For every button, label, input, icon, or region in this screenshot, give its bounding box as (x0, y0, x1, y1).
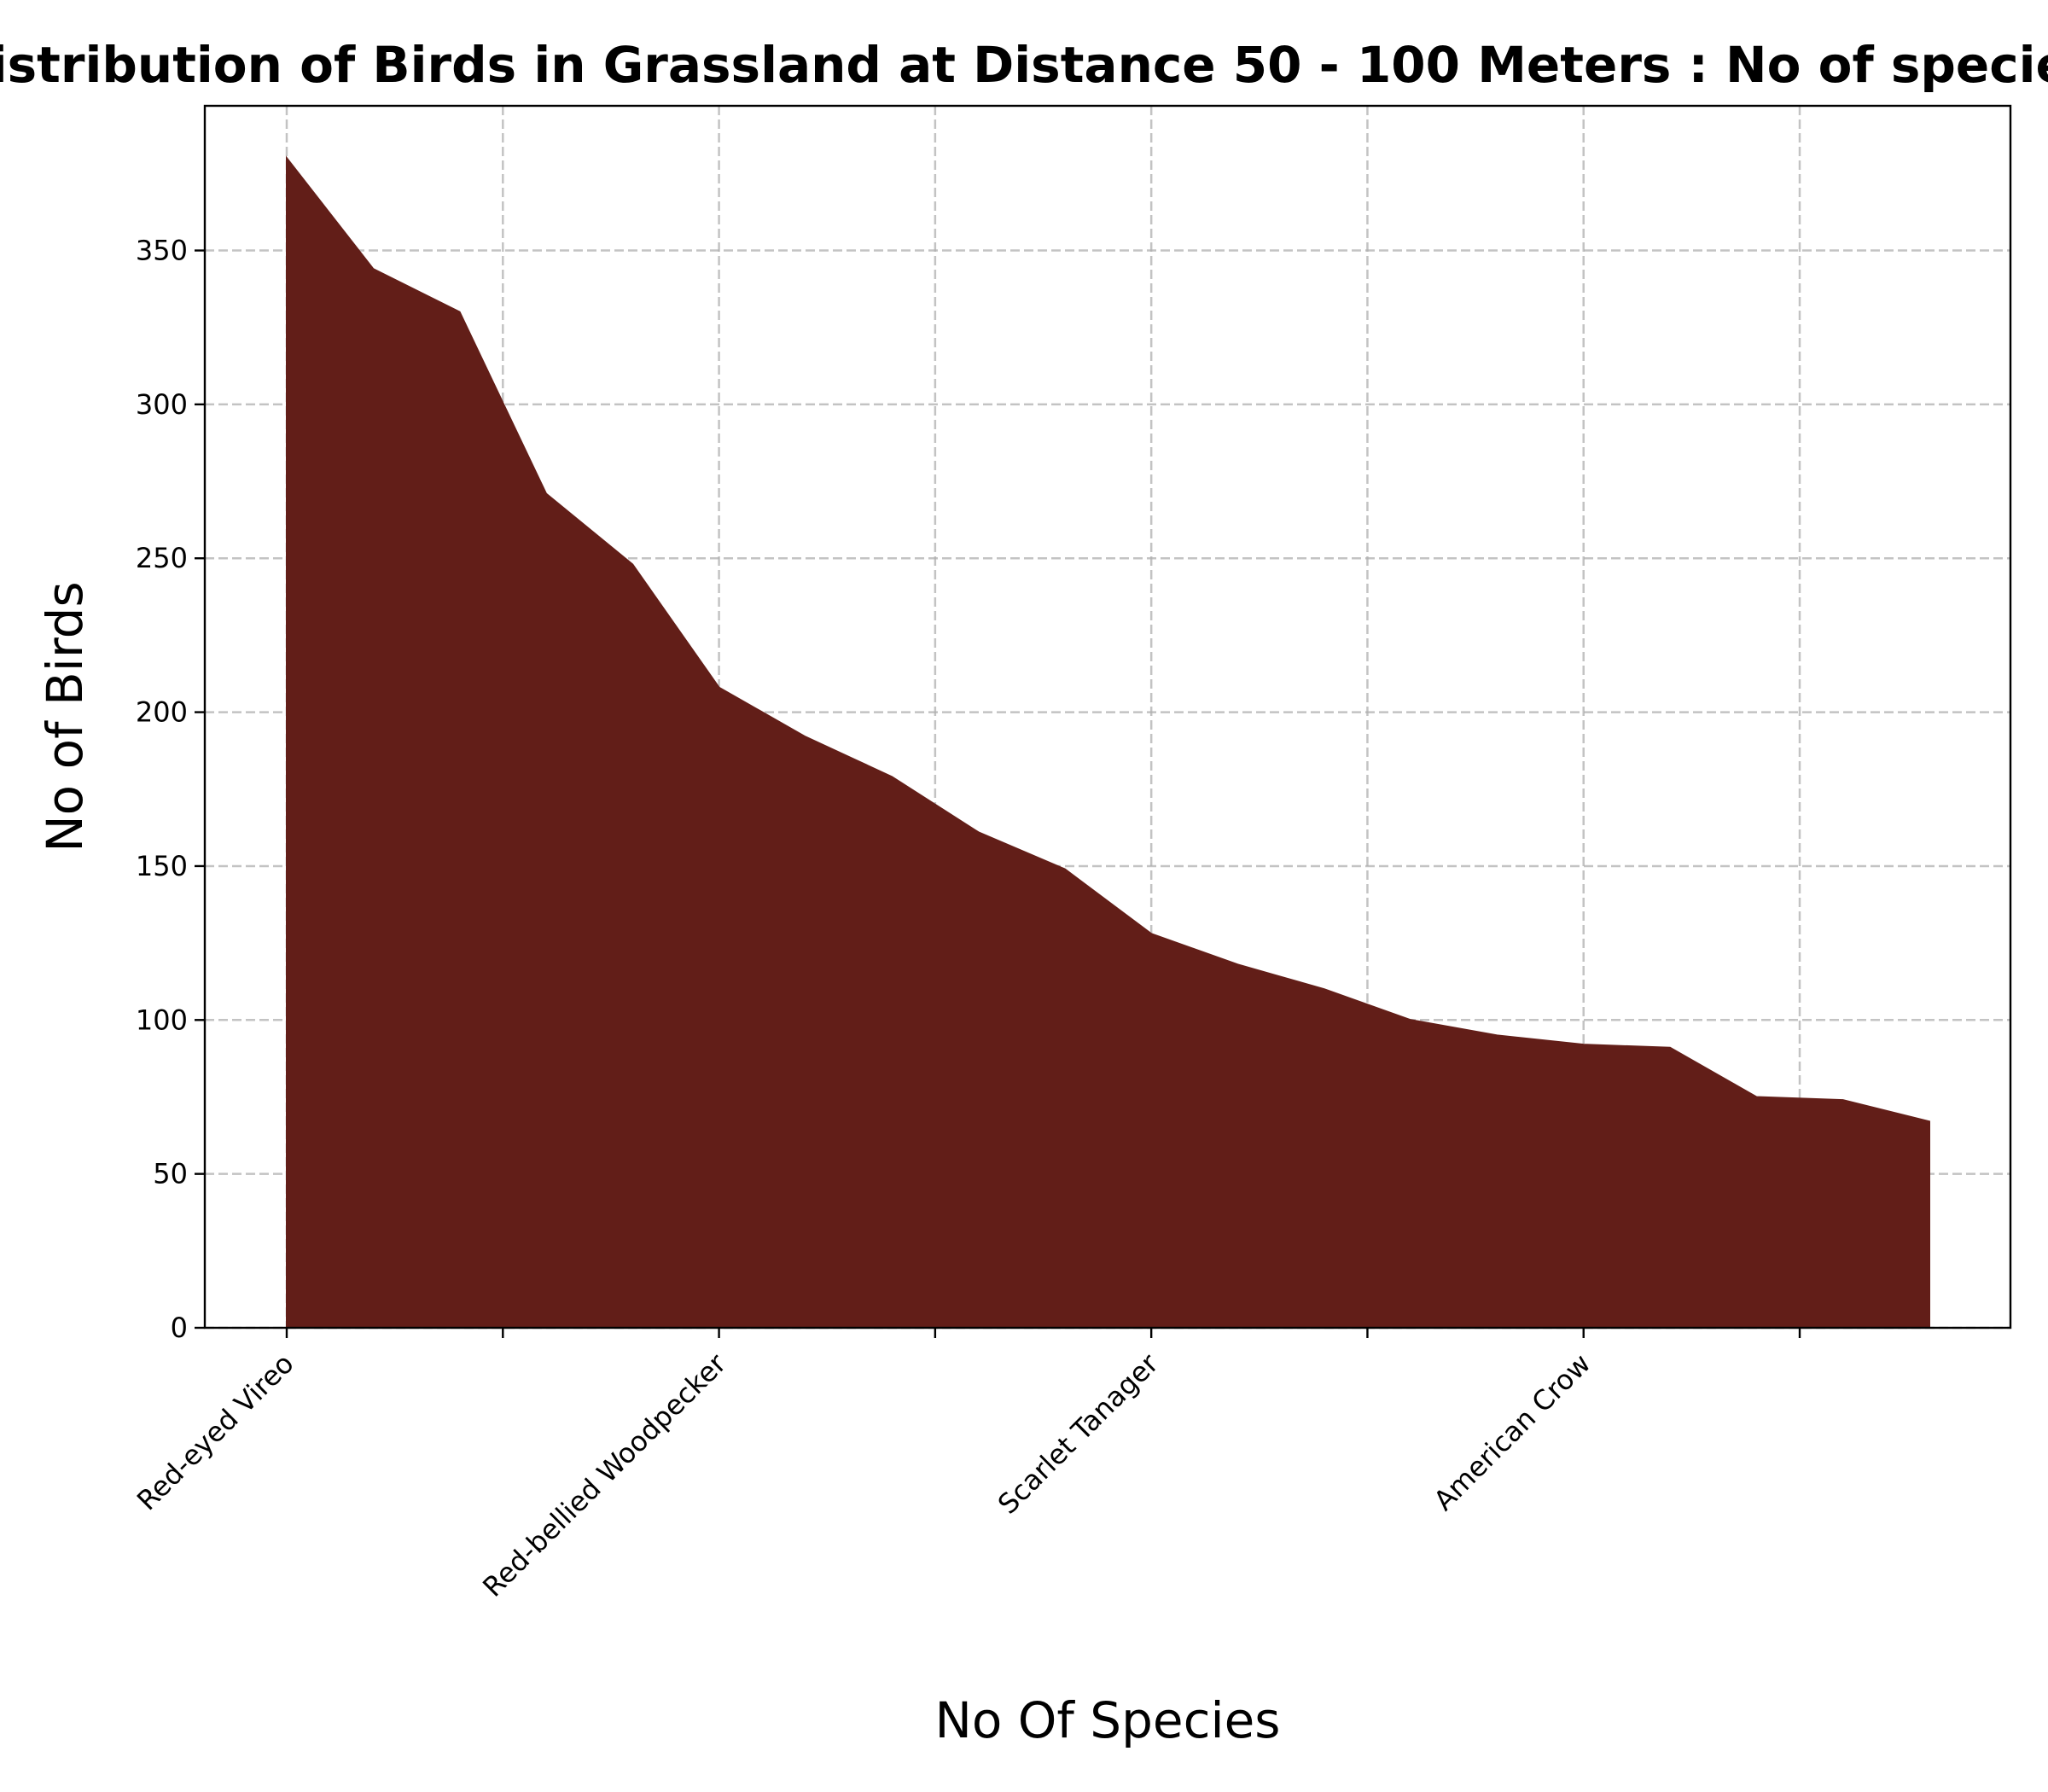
x-tick-label: American Crow (1428, 1347, 1597, 1517)
y-tick-label: 0 (171, 1312, 188, 1344)
x-axis-ticks: Red-eyed Vireo Red-bellied Woodpecker Scar… (131, 1328, 1801, 1603)
y-tick-label: 200 (136, 696, 188, 729)
y-axis-ticks: 0 50 100 150 200 250 300 350 (136, 235, 205, 1344)
y-tick-label: 300 (136, 388, 188, 421)
x-axis-label: No Of Species (934, 1691, 1280, 1749)
x-tick-label: Red-bellied Woodpecker (476, 1347, 733, 1603)
chart-title: Distribution of Birds in Grassland at Di… (0, 36, 2048, 94)
y-tick-label: 250 (136, 542, 188, 574)
y-tick-label: 350 (136, 235, 188, 267)
area-series (286, 155, 1930, 1329)
y-tick-label: 50 (153, 1158, 188, 1190)
y-axis-label: No of Birds (36, 581, 94, 852)
x-tick-label: Scarlet Tanager (992, 1347, 1165, 1520)
plot-frame (203, 104, 2012, 1329)
x-tick-label: Red-eyed Vireo (131, 1347, 300, 1517)
y-tick-label: 100 (136, 1004, 188, 1036)
y-tick-label: 150 (136, 850, 188, 882)
